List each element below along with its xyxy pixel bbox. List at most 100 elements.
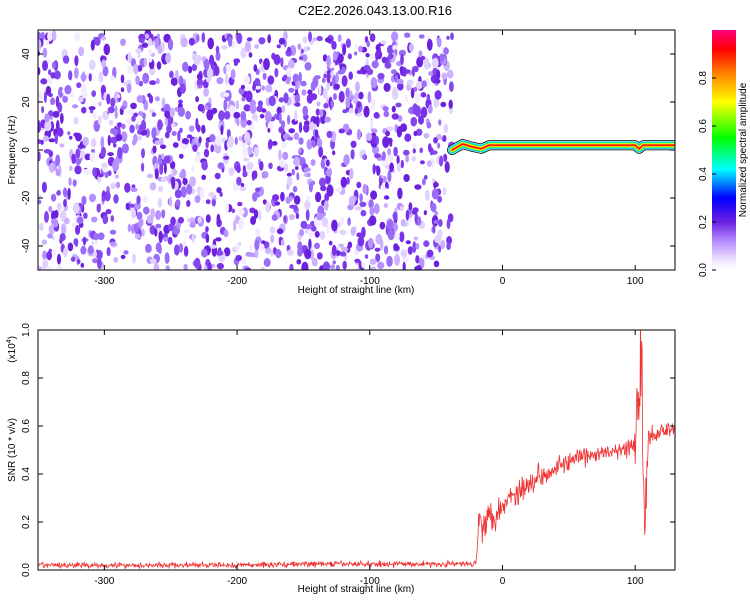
spectrogram-cell (179, 83, 186, 94)
spectrogram-cell (348, 71, 354, 80)
spectrogram-cell (254, 44, 259, 49)
spectrogram-cell (294, 102, 301, 107)
spectrogram-cell (63, 199, 67, 207)
spectrogram-cell (340, 247, 349, 252)
spectrogram-cell (44, 113, 50, 123)
spectrogram-cell (141, 162, 145, 172)
spectrogram-cell (165, 265, 170, 270)
spectrogram-cell (244, 131, 251, 143)
spectrogram-cell (82, 236, 87, 246)
spectrogram-cell (306, 172, 311, 178)
spectrogram-cell (91, 148, 95, 154)
spectrogram-cell (298, 56, 304, 61)
spectrogram-cell (78, 46, 85, 57)
spectrogram-cell (322, 88, 328, 99)
spectrogram-cell (443, 123, 449, 134)
spectrogram-cell (293, 132, 300, 141)
spectrogram-cell (307, 89, 313, 95)
spectrogram-cell (205, 140, 209, 149)
spectrogram-cell (289, 196, 293, 202)
spectrogram-cell (350, 140, 357, 148)
spectrogram-cell (314, 129, 319, 139)
spectrogram-cell (48, 138, 56, 143)
spectrogram-cell (148, 49, 153, 55)
spectrogram-cell (172, 168, 177, 176)
spectrogram-cell (125, 202, 130, 211)
spectrogram-cell (207, 262, 212, 270)
spectrogram-cell (238, 136, 242, 141)
spectrogram-cell (413, 130, 418, 137)
snr-y-scale: (x104) (6, 336, 18, 363)
spectrogram-cell (180, 37, 188, 48)
spectrogram-cell (275, 249, 282, 259)
spectrogram-cell (83, 212, 88, 219)
spectrogram-cell (341, 75, 348, 87)
spectrogram-cell (442, 135, 447, 142)
spectrogram-cell (437, 195, 442, 203)
spectrogram-cell (326, 55, 331, 68)
spectrogram-cell (335, 72, 339, 84)
spectrogram-cell (278, 97, 284, 103)
spectrogram-cell (418, 50, 423, 58)
spectrogram-cell (295, 166, 299, 170)
spectrogram-cell (392, 211, 398, 221)
spectrogram-cell (433, 260, 440, 268)
spectrogram-cell (102, 214, 109, 224)
spectrogram-cell (180, 168, 187, 180)
spectrogram-cell (199, 188, 204, 200)
colorbar-tick-label: 0.8 (698, 71, 709, 85)
spectrogram-cell (331, 74, 337, 87)
spectrogram-cell (253, 209, 259, 219)
spectrogram-cell (88, 106, 96, 111)
spectrogram-cell (158, 230, 163, 243)
spectrogram-cell (411, 155, 417, 162)
spectrogram-cell (254, 187, 261, 192)
spectrogram-cell (288, 128, 296, 134)
spectrogram-cell (74, 165, 82, 175)
spectrogram-cell (433, 182, 439, 188)
x-tick-label: 100 (627, 576, 644, 587)
spectrogram-cell (440, 240, 446, 250)
spectrogram-cell (369, 33, 376, 42)
spectrogram-cell (384, 62, 392, 69)
spectrogram-cell (383, 82, 391, 92)
spectrogram-cell (158, 185, 164, 193)
spectrogram-cell (280, 191, 285, 202)
spectrogram-cell (306, 195, 311, 201)
spectrogram-cell (155, 210, 162, 221)
x-tick-label: -200 (227, 576, 247, 587)
spectrogram-cell (306, 139, 313, 150)
spectrogram-cell (67, 131, 71, 136)
spectrogram-cell (211, 199, 216, 207)
spectrogram-cell (370, 190, 378, 200)
spectrogram-cell (287, 46, 291, 52)
spectrogram-cell (268, 162, 273, 169)
spectrogram-cell (296, 259, 302, 265)
spectrogram-cell (237, 201, 243, 207)
spectrogram-cell (161, 97, 166, 108)
spectrogram-cell (338, 128, 345, 134)
spectrogram-cell (297, 241, 303, 252)
spectrogram-cell (432, 57, 439, 69)
spectrogram-cell (142, 112, 146, 121)
spectrogram-cell (413, 236, 418, 241)
spectrogram-cell (195, 96, 200, 103)
spectrogram-cell (233, 58, 241, 64)
colorbar-gradient (712, 30, 736, 270)
spectrogram-cell (149, 225, 156, 235)
spectrogram-cell (414, 184, 422, 190)
spectrogram-cell (302, 105, 309, 116)
spectrogram-cell (113, 128, 118, 136)
spectrogram-cell (160, 176, 167, 183)
spectrogram-cell (246, 146, 253, 155)
spectrogram-cell (83, 168, 92, 176)
spectrogram-cell (282, 151, 289, 161)
spectrogram-cell (265, 201, 271, 213)
spectrogram-cell (359, 193, 363, 203)
spectrogram-cell (105, 209, 112, 215)
spectrogram-cell (41, 239, 48, 245)
spectrogram-cell (204, 265, 208, 270)
spectrogram-cell (216, 77, 224, 85)
spectrogram-cell (430, 150, 438, 155)
